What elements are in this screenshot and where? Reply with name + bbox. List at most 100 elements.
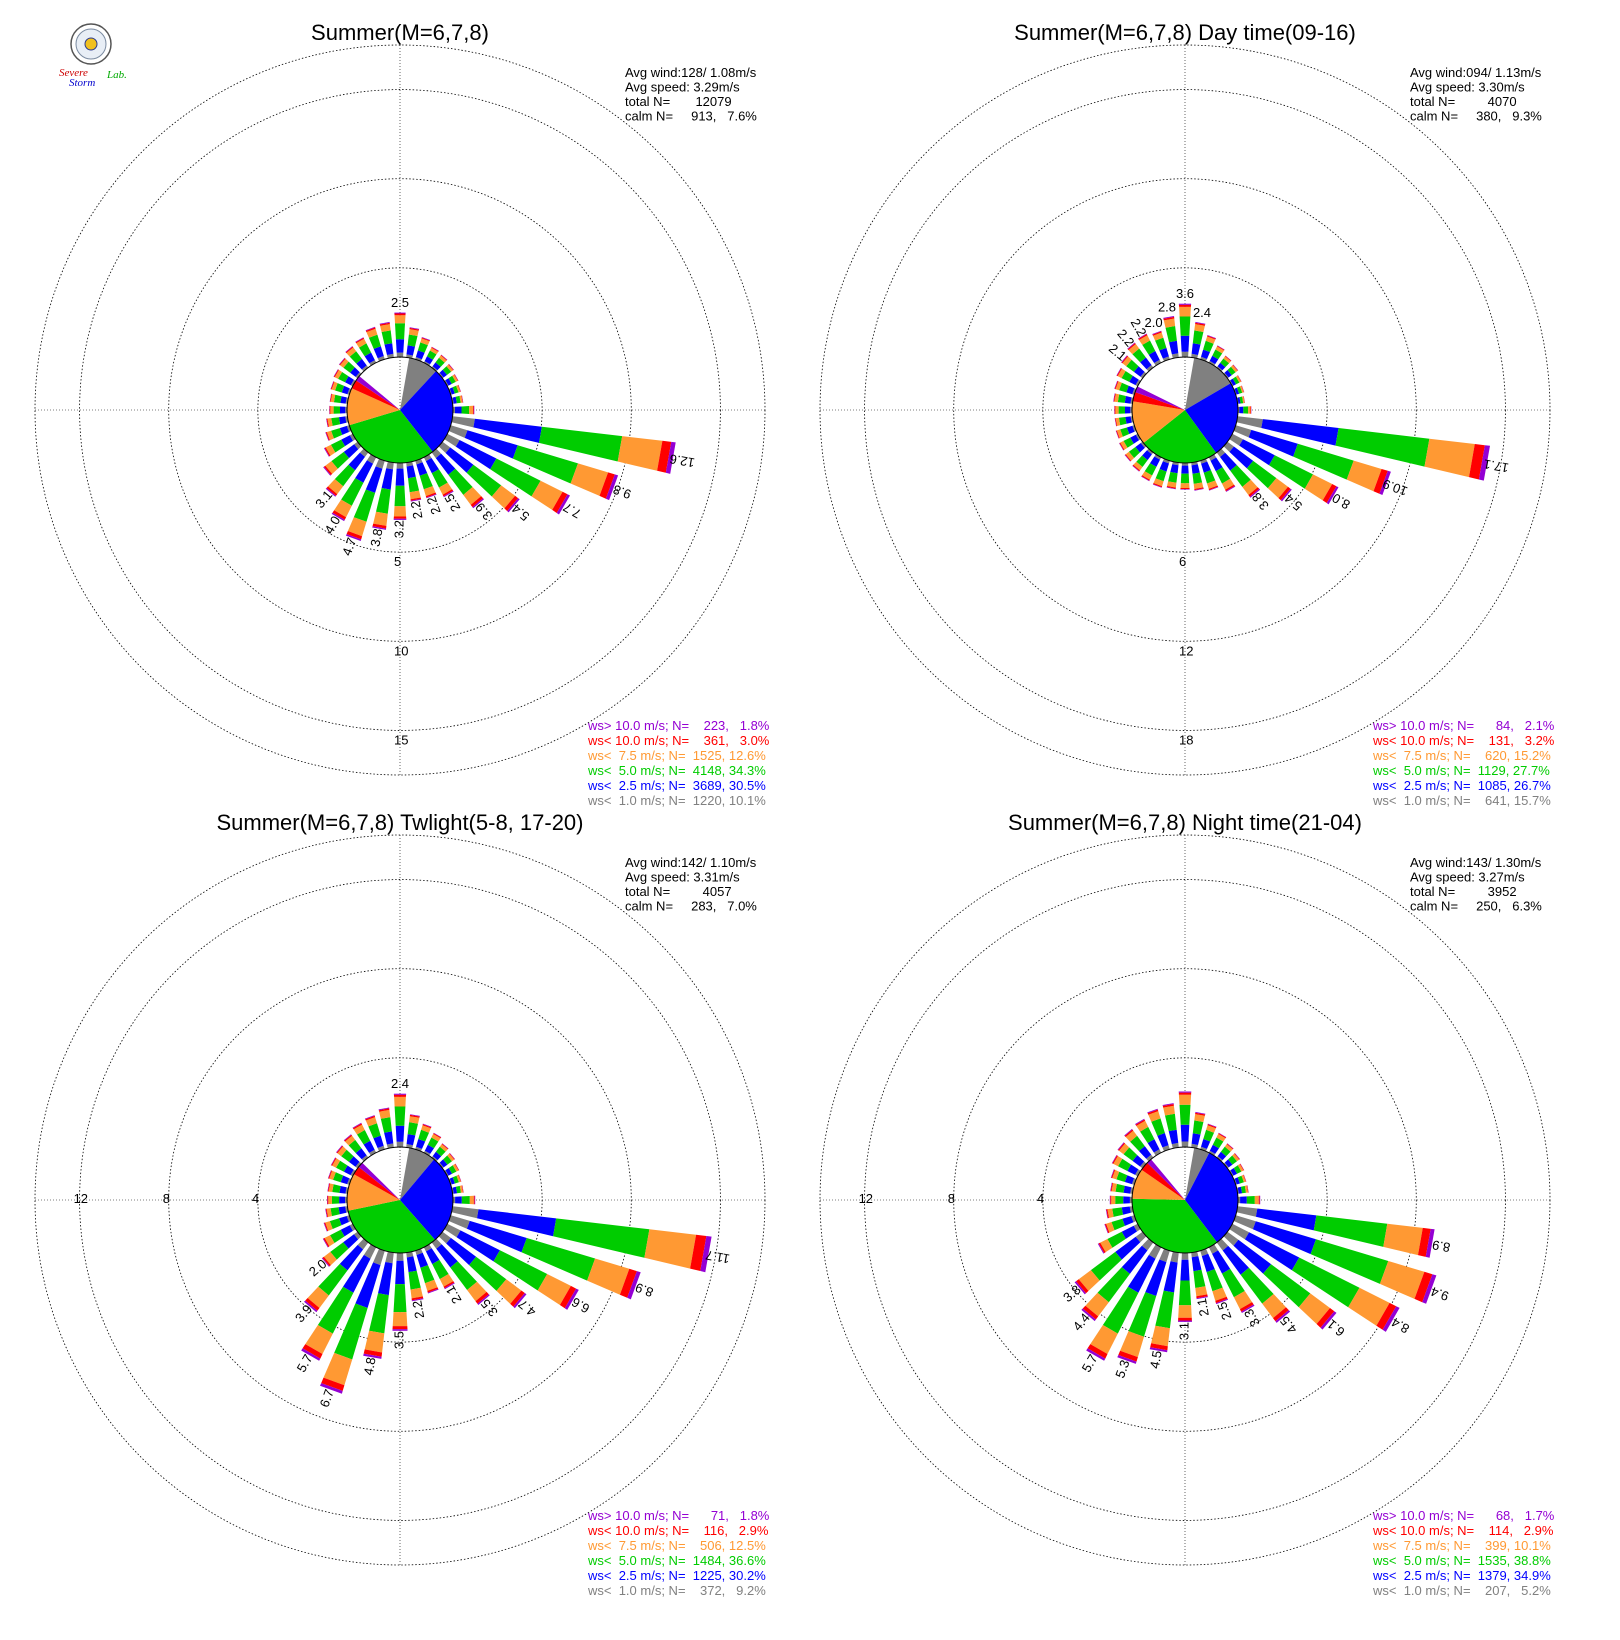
bar-segment-ws_gt_10: [1138, 333, 1147, 339]
legend: ws> 10.0 m/s; N= 68, 1.7%ws< 10.0 m/s; N…: [1372, 1508, 1555, 1598]
legend-entry-ws_gt_10: ws> 10.0 m/s; N= 84, 2.1%: [1372, 718, 1555, 733]
bar-segment-ws_lt_10: [461, 1185, 464, 1193]
bar-segment-ws_lt_7_5: [452, 374, 458, 382]
legend-entry-ws_lt_10: ws< 10.0 m/s; N= 361, 3.0%: [587, 733, 770, 748]
bar-segment-ws_lt_1: [373, 1248, 385, 1266]
bar-segment-ws_lt_5: [1121, 371, 1133, 382]
bar-segment-ws_gt_10: [458, 1174, 462, 1182]
direction-bar-160: [1200, 458, 1219, 491]
bar-segment-ws_lt_7_5: [1179, 306, 1191, 317]
lab-logo: Severe Storm Lab.: [59, 23, 127, 89]
pie-slice-ws_lt_7_5: [347, 388, 400, 426]
bar-segment-ws_lt_1: [350, 1169, 356, 1177]
bar-segment-ws_lt_2_5: [1201, 1253, 1215, 1273]
bar-segment-ws_lt_7_5: [1194, 324, 1205, 332]
bar-segment-ws_lt_10: [378, 1108, 390, 1112]
bar-segment-ws_lt_7_5: [1119, 1143, 1130, 1155]
bar-segment-ws_lt_10: [1110, 1195, 1112, 1205]
bar-segment-ws_lt_1: [423, 454, 432, 462]
bar-segment-ws_lt_2_5: [452, 396, 457, 404]
bar-segment-ws_lt_10: [365, 327, 376, 333]
bar-segment-ws_lt_1: [423, 361, 431, 366]
bar-segment-ws_lt_5: [419, 473, 433, 490]
bar-segment-ws_lt_7_5: [1180, 483, 1190, 488]
bar-segment-ws_lt_5: [333, 406, 340, 414]
bar-segment-ws_lt_2_5: [341, 385, 350, 395]
bar-segment-ws_gt_10: [393, 518, 407, 520]
bar-segment-ws_lt_7_5: [467, 1281, 487, 1302]
bar-segment-ws_lt_7_5: [456, 1174, 461, 1183]
bar-segment-ws_lt_10: [393, 1094, 407, 1097]
bar-segment-ws_gt_10: [1215, 1298, 1228, 1305]
bar-segment-ws_lt_10: [333, 369, 339, 378]
bar-segment-ws_gt_10: [1225, 485, 1236, 492]
bar-segment-ws_lt_7_5: [469, 405, 473, 415]
bar-segment-ws_lt_10: [559, 1285, 577, 1309]
stat-line-2: Avg speed: 3.27m/s: [1410, 870, 1525, 885]
direction-bar-160: [415, 1248, 439, 1294]
bar-segment-ws_lt_5: [1246, 460, 1277, 489]
bar-value-label: 2.4: [391, 1076, 409, 1091]
bar-segment-ws_lt_7_5: [570, 463, 609, 496]
bar-segment-ws_gt_10: [394, 312, 406, 314]
bar-segment-ws_lt_1: [438, 1231, 451, 1244]
ring-2: [168, 178, 632, 642]
bar-segment-ws_lt_7_5: [1224, 1144, 1233, 1152]
bar-segment-ws_gt_10: [411, 1298, 424, 1302]
bar-segment-ws_lt_5: [521, 1238, 596, 1281]
bar-segment-ws_lt_10: [393, 516, 407, 519]
bar-segment-ws_gt_10: [345, 534, 362, 541]
bar-segment-ws_lt_5: [1222, 1268, 1245, 1298]
bar-segment-ws_lt_10: [411, 1296, 424, 1301]
bar-segment-ws_lt_2_5: [1261, 419, 1339, 446]
bar-segment-ws_lt_1: [1181, 1141, 1189, 1148]
bar-segment-ws_lt_7_5: [1223, 356, 1231, 364]
pie-slice-ws_lt_2_5: [400, 371, 453, 452]
direction-bar-290: [1114, 380, 1137, 395]
pie-slice-ws_lt_7_5: [1132, 1169, 1185, 1200]
bar-segment-ws_gt_10: [1379, 470, 1391, 495]
pie-slice-ws_lt_10: [1132, 392, 1185, 410]
bar-segment-ws_lt_1: [423, 1244, 432, 1252]
bar-segment-ws_lt_7_5: [353, 1124, 365, 1135]
legend-entry-ws_lt_2_5: ws< 2.5 m/s; N= 3689, 30.5%: [587, 778, 766, 793]
direction-bar-140: [431, 448, 484, 509]
pie-slice-ws_lt_10: [353, 1166, 400, 1200]
direction-bar-160: [1200, 1248, 1228, 1305]
bar-segment-ws_lt_7_5: [439, 482, 453, 495]
pie-slice-ws_lt_2_5: [1185, 383, 1238, 453]
bar-segment-ws_lt_2_5: [348, 452, 365, 471]
direction-bar-260: [325, 1206, 349, 1218]
bar-segment-ws_lt_7_5: [1100, 1239, 1113, 1253]
legend-entry-ws_lt_5: ws< 5.0 m/s; N= 1129, 27.7%: [1372, 763, 1550, 778]
bar-segment-ws_lt_1: [431, 1156, 438, 1162]
bar-segment-ws_lt_7_5: [1151, 1325, 1170, 1347]
bar-segment-ws_lt_2_5: [340, 406, 346, 414]
bar-segment-ws_lt_7_5: [394, 1096, 406, 1107]
bar-segment-ws_lt_1: [1132, 425, 1137, 432]
bar-segment-ws_lt_5: [408, 476, 420, 493]
bar-segment-ws_lt_7_5: [1111, 1195, 1116, 1205]
direction-bar-110: [1233, 425, 1391, 495]
stat-line-4: calm N= 913, 7.6%: [625, 109, 757, 124]
direction-bar-230: [1124, 441, 1147, 462]
bar-segment-ws_lt_1: [363, 1244, 377, 1259]
bar-segment-ws_lt_2_5: [1124, 1175, 1135, 1185]
bar-segment-ws_lt_10: [352, 1123, 363, 1130]
bar-segment-ws_gt_10: [1117, 1355, 1137, 1364]
direction-bar-10: [1191, 1111, 1206, 1149]
direction-bar-260: [326, 416, 349, 428]
bar-value-label: 9.8: [611, 482, 633, 502]
bar-segment-ws_lt_2_5: [345, 376, 354, 386]
bar-segment-ws_lt_1: [415, 357, 422, 362]
direction-bar-80: [451, 1185, 464, 1194]
bar-segment-ws_lt_5: [1155, 1290, 1175, 1329]
bar-segment-ws_lt_5: [1237, 1175, 1244, 1184]
bar-segment-ws_lt_5: [1128, 1292, 1157, 1337]
bar-segment-ws_lt_2_5: [381, 468, 393, 490]
bar-segment-ws_lt_2_5: [445, 378, 452, 386]
bar-segment-ws_gt_10: [1141, 476, 1150, 482]
bar-segment-ws_lt_10: [1180, 488, 1190, 490]
bar-segment-ws_lt_7_5: [1116, 429, 1123, 439]
bar-segment-ws_lt_5: [1144, 463, 1157, 476]
